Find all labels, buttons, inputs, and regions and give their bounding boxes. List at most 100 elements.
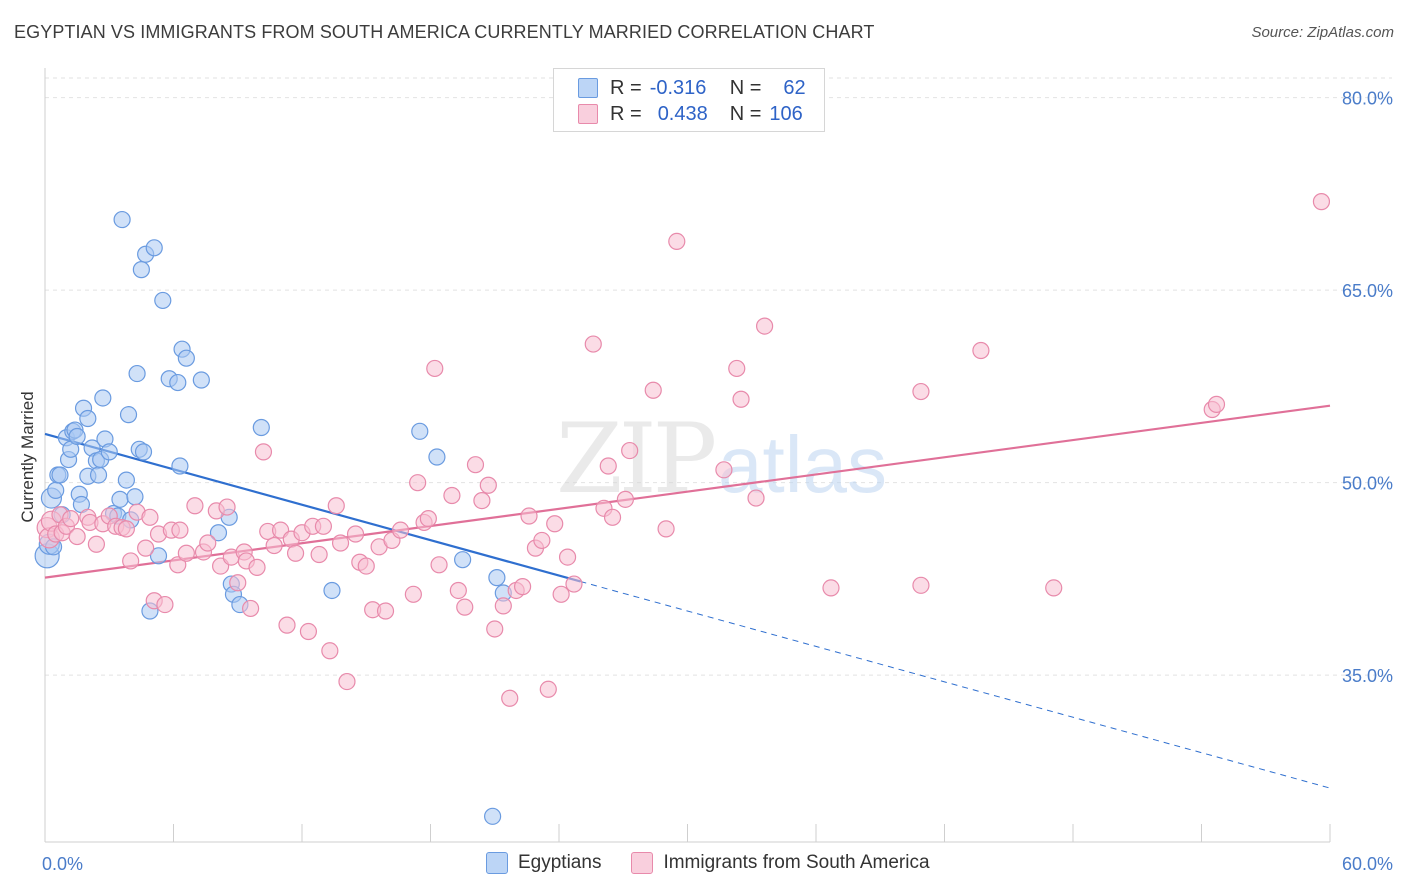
immigrants-point (539, 680, 557, 698)
r-label: R = (610, 102, 642, 125)
immigrants-point (603, 508, 622, 526)
immigrants-point (1045, 579, 1063, 597)
immigrants-point (409, 474, 427, 492)
egyptians-point (111, 490, 129, 508)
egyptians-point (411, 422, 429, 440)
immigrants-point (314, 517, 333, 535)
egyptians-point (209, 524, 228, 542)
trend-lines (44, 404, 1331, 789)
watermark-atlas: atlas (718, 420, 887, 509)
immigrants-point (533, 531, 551, 550)
y-tick-label: 65.0% (1342, 281, 1393, 301)
grid-layer (45, 77, 1392, 676)
immigrants-point (449, 581, 467, 600)
immigrants-point (972, 341, 990, 360)
egyptians-point (128, 364, 146, 383)
immigrants-legend-label: Immigrants from South America (663, 852, 930, 873)
egyptians-point (134, 443, 153, 461)
egyptians-point (117, 471, 135, 489)
immigrants-point (616, 490, 634, 508)
immigrants-point (732, 390, 750, 408)
immigrants-point (62, 509, 80, 528)
egyptians-legend-swatch (486, 852, 508, 874)
immigrants-point (513, 578, 532, 596)
immigrants-point (755, 317, 774, 335)
y-tick-label: 50.0% (1342, 474, 1393, 494)
egyptians-point (51, 466, 69, 484)
egyptians-point (79, 409, 97, 428)
immigrants-point (443, 486, 461, 505)
immigrants-point (199, 534, 217, 552)
data-points (34, 193, 1331, 825)
chart-source: Source: ZipAtlas.com (1251, 24, 1394, 41)
immigrants-point (1312, 193, 1331, 211)
legend-row-egyptians: R = -0.316 N = 62 (578, 75, 806, 101)
chart-title: EGYPTIAN VS IMMIGRANTS FROM SOUTH AMERIC… (14, 22, 875, 42)
egyptians-point (488, 569, 506, 587)
immigrants-point (644, 381, 662, 399)
x-tick-label: 60.0% (1342, 854, 1393, 874)
immigrants-point (286, 544, 305, 562)
immigrants-point (278, 616, 296, 634)
stats-legend: R = -0.316 N = 62 R = 0.438 N = 106 (553, 68, 825, 132)
immigrants-point (565, 575, 583, 593)
immigrants-point (171, 521, 189, 539)
immigrants-point (621, 441, 639, 460)
immigrants-point (87, 535, 106, 553)
immigrants-point (391, 521, 410, 539)
immigrants-point (404, 585, 422, 603)
egyptians-point (428, 448, 446, 466)
egyptians-point (177, 349, 195, 367)
egyptians-trend-extension (580, 581, 1331, 789)
egyptians-point (113, 210, 131, 229)
immigrants-point (186, 497, 204, 515)
watermark-zip: ZIP (556, 403, 715, 515)
immigrants-point (218, 498, 236, 516)
immigrants-point (327, 497, 345, 515)
immigrants-point (466, 456, 485, 474)
legend-item-immigrants: Immigrants from South America (631, 852, 930, 874)
n-value: 106 (769, 102, 803, 125)
egyptians-swatch (578, 78, 598, 98)
immigrants-point (501, 689, 519, 707)
egyptians-point (192, 371, 210, 389)
immigrants-point (494, 597, 512, 615)
immigrants-point (137, 539, 155, 557)
egyptians-point (89, 466, 108, 484)
immigrants-point (426, 359, 444, 378)
immigrants-point (1207, 395, 1226, 413)
immigrants-point (912, 382, 930, 401)
series-legend: Egyptians Immigrants from South America (486, 852, 960, 874)
n-label: N = (729, 102, 762, 125)
immigrants-swatch (578, 104, 598, 124)
r-label: R = (610, 76, 642, 99)
immigrants-point (357, 557, 375, 575)
immigrants-point (229, 574, 247, 592)
x-tick-label: 0.0% (42, 854, 83, 874)
immigrants-point (912, 576, 930, 594)
immigrants-point (68, 527, 86, 546)
y-tick-label: 80.0% (1342, 89, 1393, 109)
immigrants-point (552, 585, 570, 603)
immigrants-point (331, 534, 350, 552)
egyptians-point (68, 427, 86, 446)
immigrants-point (141, 508, 159, 526)
immigrants-point (376, 602, 395, 620)
immigrants-point (668, 232, 686, 250)
immigrants-point (310, 545, 328, 564)
immigrants-point (473, 492, 491, 510)
immigrants-point (156, 595, 174, 614)
egyptians-point (154, 291, 172, 310)
immigrants-point (338, 672, 356, 691)
immigrants-point (747, 489, 765, 507)
egyptians-legend-label: Egyptians (518, 852, 602, 873)
immigrants-point (822, 579, 840, 597)
immigrants-point (486, 620, 504, 638)
egyptians-point (119, 406, 138, 424)
immigrants-point (177, 544, 195, 562)
immigrants-legend-swatch (631, 852, 654, 874)
immigrants-point (117, 520, 135, 538)
immigrants-point (728, 359, 746, 378)
immigrants-point (242, 599, 260, 618)
